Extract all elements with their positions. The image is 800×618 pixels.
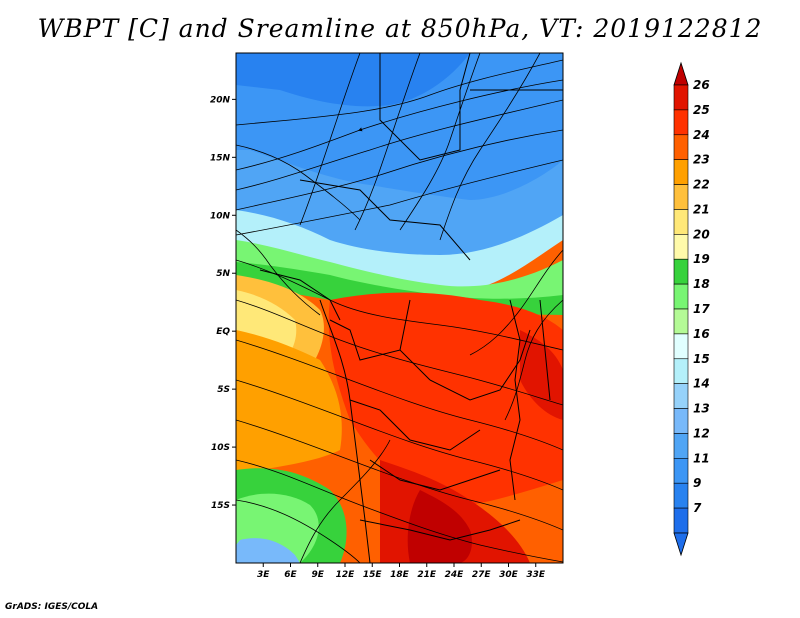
lon-tick-label: 30E [499, 570, 519, 580]
colorbar-label: 7 [693, 501, 702, 515]
lat-tick-label: 20N [210, 95, 231, 105]
colorbar-label: 17 [693, 302, 710, 316]
lat-tick-label: 15S [211, 501, 230, 511]
longitude-axis: 3E 6E 9E 12E 15E 18E 21E 24E 27E 30E 33E [257, 563, 546, 580]
colorbar-swatch [673, 159, 689, 185]
colorbar-swatch [673, 109, 689, 136]
colorbar-swatch [673, 234, 689, 260]
country-borders [259, 53, 563, 563]
streamlines [236, 53, 563, 563]
colorbar-swatch [673, 258, 689, 285]
colorbar-label: 20 [693, 227, 710, 241]
colorbar-swatch [673, 184, 689, 210]
lon-tick-label: 12E [336, 570, 356, 580]
lon-tick-label: 9E [312, 570, 325, 580]
colorbar-swatch [673, 433, 689, 459]
lat-tick-label: 15N [210, 153, 231, 163]
colorbar-swatch [673, 383, 689, 409]
colorbar-label: 13 [693, 402, 710, 416]
colorbar-swatch [673, 458, 689, 484]
colorbar-label: 22 [693, 178, 710, 192]
colorbar-label: 26 [693, 78, 710, 92]
colorbar-label: 19 [693, 252, 710, 266]
colorbar-label: 12 [693, 426, 710, 440]
colorbar-swatch [673, 408, 689, 434]
lat-tick-label: 5N [216, 269, 230, 279]
lon-tick-label: 33E [526, 570, 546, 580]
lat-tick-label: EQ [216, 327, 230, 337]
colorbar-swatch [673, 308, 689, 335]
colorbar-low-arrow [673, 532, 689, 557]
lat-tick-label: 5S [217, 385, 230, 395]
colorbar-swatch [673, 482, 689, 509]
colorbar-label: 18 [693, 277, 710, 291]
colorbar-label: 23 [693, 153, 710, 167]
lon-tick-label: 6E [284, 570, 297, 580]
lon-tick-label: 15E [363, 570, 383, 580]
colorbar-swatch [673, 333, 689, 360]
map-title: WBPT [C] and Sreamline at 850hPa, VT: 20… [37, 14, 763, 43]
credit-text: GrADS: IGES/COLA [5, 602, 99, 612]
colorbar-label: 24 [693, 128, 710, 142]
colorbar-high-arrow [673, 61, 689, 86]
colorbar-swatch [673, 134, 689, 160]
colorbar-label: 9 [693, 476, 701, 490]
colorbar-swatch [673, 507, 689, 534]
lon-tick-label: 18E [390, 570, 410, 580]
colorbar-label: 21 [693, 202, 710, 216]
colorbar-swatch [673, 209, 689, 235]
lat-tick-label: 10N [210, 211, 231, 221]
colorbar-label: 16 [693, 327, 710, 341]
lat-tick-label: 10S [211, 443, 230, 453]
wbpt-field [236, 53, 563, 563]
colorbar-swatch [673, 358, 689, 384]
colorbar-swatch [673, 283, 689, 310]
lon-tick-label: 27E [472, 570, 492, 580]
colorbar: 26 25 24 23 22 21 20 19 18 17 16 15 14 13 12 11 9 7 [673, 61, 710, 557]
colorbar-swatch [673, 84, 689, 111]
colorbar-label: 15 [693, 352, 710, 366]
lon-tick-label: 21E [417, 570, 437, 580]
lon-tick-label: 3E [257, 570, 270, 580]
latitude-axis: 20N 15N 10N 5N EQ 5S 10S 15S [210, 95, 236, 511]
colorbar-label: 14 [693, 377, 710, 391]
colorbar-label: 25 [693, 103, 710, 117]
colorbar-label: 11 [693, 451, 710, 465]
lon-tick-label: 24E [445, 570, 465, 580]
